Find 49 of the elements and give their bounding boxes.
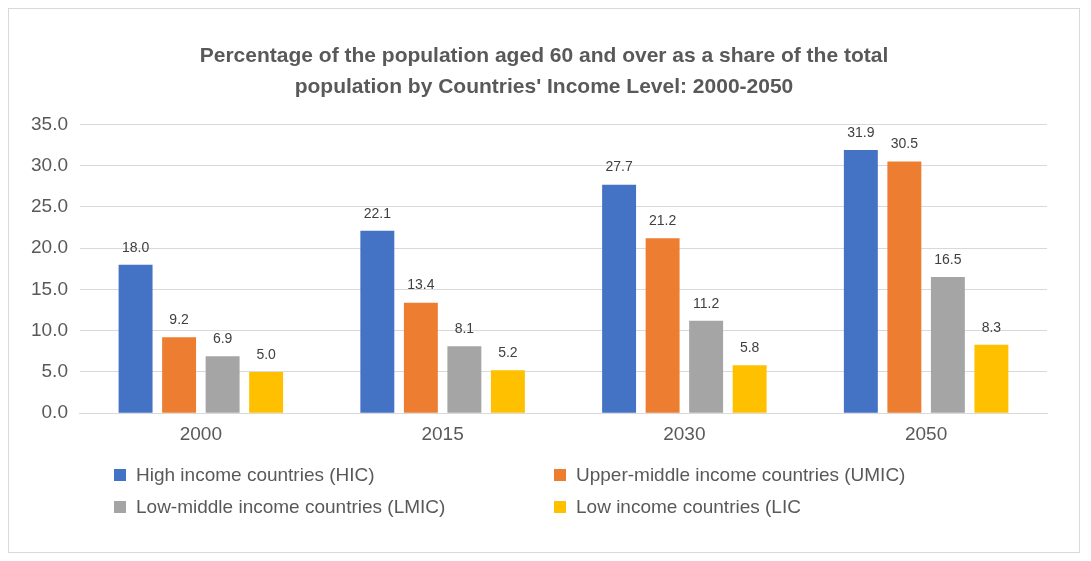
bar — [403, 302, 438, 413]
data-label: 13.4 — [407, 276, 435, 293]
y-tick-label: 15.0 — [31, 277, 68, 299]
x-tick-label: 2000 — [179, 422, 222, 444]
bar — [887, 161, 922, 413]
data-label: 5.8 — [739, 339, 760, 356]
data-label: 30.5 — [890, 135, 919, 152]
data-label: 31.9 — [847, 123, 875, 140]
x-tick-label: 2050 — [904, 422, 948, 444]
legend-label: Low income countries (LIC — [576, 496, 801, 518]
legend-label: Low-middle income countries (LMIC) — [136, 496, 446, 518]
data-label: 6.9 — [212, 330, 233, 347]
bar — [118, 264, 153, 413]
bar — [205, 356, 240, 413]
y-tick-label: 25.0 — [31, 195, 68, 217]
bar — [602, 184, 637, 413]
data-label: 16.5 — [934, 250, 962, 267]
bar — [447, 346, 482, 413]
data-label: 8.3 — [981, 318, 1002, 335]
data-label: 22.1 — [363, 204, 392, 221]
data-label: 18.0 — [121, 238, 150, 255]
y-tick-label: 35.0 — [31, 112, 68, 134]
data-label: 8.1 — [454, 320, 475, 337]
legend-label: Upper-middle income countries (UMIC) — [576, 464, 906, 486]
bar — [249, 371, 284, 413]
bar — [490, 370, 525, 413]
bar — [360, 230, 395, 413]
bar — [162, 337, 197, 413]
data-label: 27.7 — [605, 158, 633, 175]
data-label: 11.2 — [693, 294, 720, 311]
bar — [689, 320, 724, 413]
bar — [930, 277, 965, 413]
bar — [645, 238, 680, 413]
x-tick-label: 2015 — [421, 422, 464, 444]
data-label: 5.0 — [256, 345, 277, 362]
chart-title: Percentage of the population aged 60 and over as a share of the total population by Countries' Income Level: 2000-2050 — [198, 42, 890, 99]
bar — [732, 365, 767, 413]
bar — [974, 344, 1009, 413]
x-tick-label: 2030 — [663, 422, 706, 444]
bar — [843, 149, 878, 413]
data-label: 5.2 — [498, 344, 518, 361]
data-label: 21.2 — [648, 212, 677, 229]
y-tick-label: 10.0 — [31, 318, 68, 340]
y-tick-label: 30.0 — [31, 153, 68, 175]
y-tick-label: 20.0 — [31, 236, 68, 258]
y-tick-label: 5.0 — [41, 360, 68, 382]
y-tick-label: 0.0 — [41, 401, 68, 423]
data-label: 9.2 — [169, 311, 190, 328]
legend-label: High income countries (HIC) — [136, 464, 375, 486]
